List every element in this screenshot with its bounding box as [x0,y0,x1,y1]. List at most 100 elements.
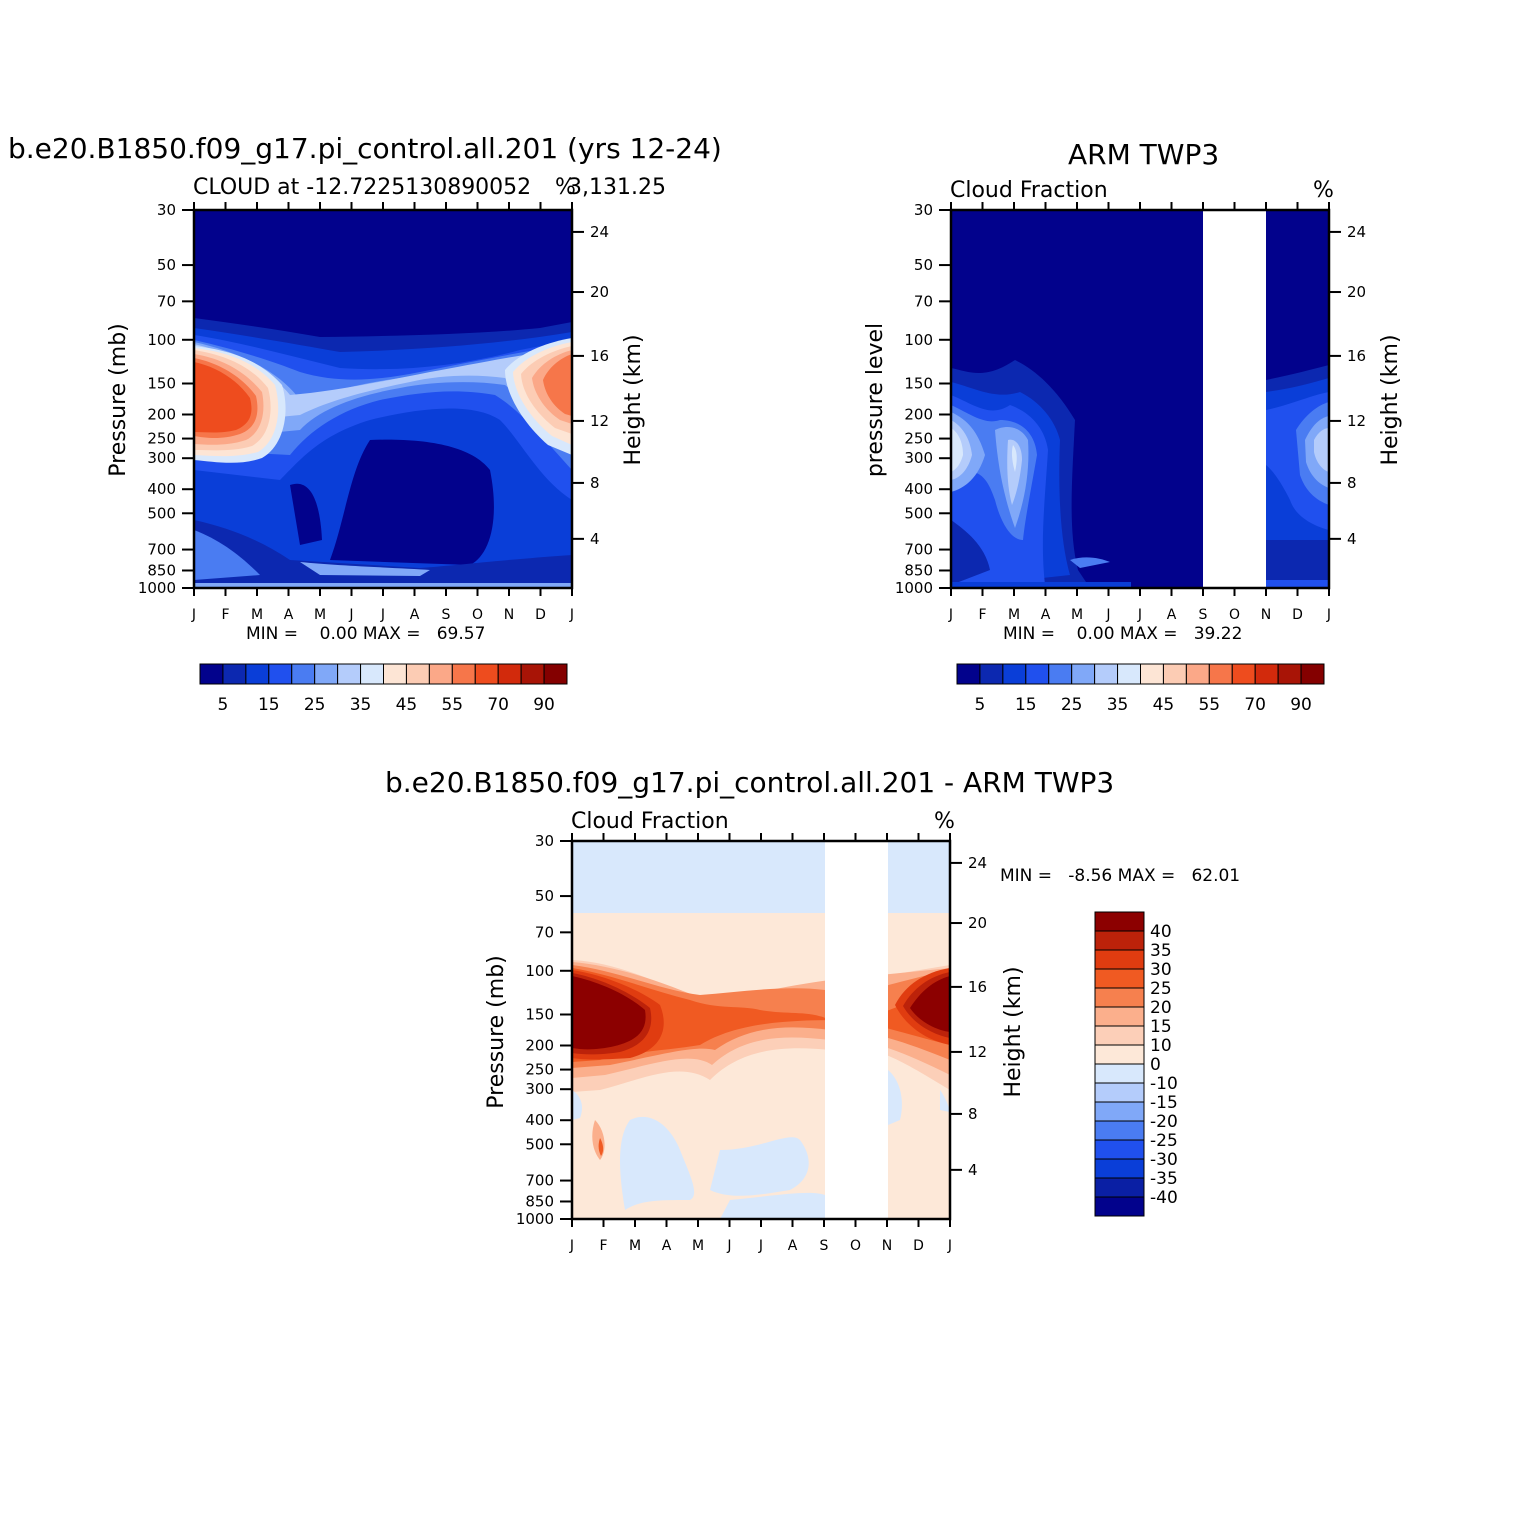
model-colorbar-label: 45 [396,695,418,715]
model-colorbar-swatch [428,663,453,685]
obs-ytick-right-label: 24 [1347,223,1366,241]
diff-colorbar-label: -15 [1150,1093,1178,1113]
obs-colorbar-swatch [1048,663,1073,685]
obs-ytick-right-label: 16 [1347,347,1366,365]
model-ytick-label: 1000 [138,579,176,597]
diff-contour-field [572,841,950,1219]
obs-ytick-label: 100 [904,331,933,349]
model-colorbar-swatch [543,663,568,685]
diff-xtick-label: D [913,1238,924,1254]
diff-colorbar-swatch [1094,1101,1145,1122]
diff-colorbar-swatch [1094,1006,1145,1027]
model-colorbar-label: 25 [304,695,326,715]
diff-ytick-label: 700 [525,1172,554,1190]
diff-ytick-right-label: 12 [968,1043,987,1061]
obs-xtick-label: S [1199,607,1208,623]
diff-ytick-right-label: 4 [968,1161,978,1179]
diff-colorbar-label: 25 [1150,979,1172,999]
obs-colorbar-swatch [1231,663,1256,685]
model-colorbar-swatch [497,663,522,685]
model-contour-field [194,210,572,588]
model-colorbar-swatch [245,663,270,685]
obs-colorbar-swatch [956,663,981,685]
diff-xtick-label: J [726,1238,731,1254]
obs-panel-title: ARM TWP3 [1068,138,1220,171]
model-colorbar-swatch [451,663,476,685]
diff-xtick-label: J [947,1238,952,1254]
obs-colorbar-swatch [1277,663,1302,685]
model-ytick-right-label: 16 [590,347,609,365]
obs-ytick-right-label: 20 [1347,283,1366,301]
diff-ytick-right-label: 8 [968,1105,978,1123]
diff-colorbar-swatch [1094,1025,1145,1046]
model-ytick-label: 70 [157,292,176,310]
model-colorbar-swatch [405,663,430,685]
diff-colorbar-label: 35 [1150,941,1172,961]
diff-colorbar-label: -10 [1150,1074,1178,1094]
obs-panel-units: % [1313,178,1334,203]
diff-ytick-label: 150 [525,1005,554,1023]
model-colorbar-label: 90 [533,695,555,715]
diff-colorbar-label: -40 [1150,1188,1178,1208]
diff-colorbar-swatch [1094,968,1145,989]
obs-stats: MIN = 0.00 MAX = 39.22 [1003,624,1242,644]
model-xtick-label: J [348,607,353,623]
model-xtick-label: S [442,607,451,623]
diff-ytick-label: 500 [525,1135,554,1153]
obs-xtick-label: J [948,607,953,623]
obs-colorbar-swatch [1162,663,1187,685]
obs-colorbar-label: 90 [1290,695,1312,715]
model-colorbar-label: 55 [441,695,463,715]
model-ytick-label: 700 [147,541,176,559]
obs-colorbar-swatch [1140,663,1164,685]
diff-ytick-label: 1000 [516,1210,554,1228]
diff-colorbar-label: 0 [1150,1055,1161,1075]
obs-xtick-label: D [1292,607,1303,623]
model-ylabel-left: Pressure (mb) [106,323,131,477]
obs-xtick-label: M [1071,607,1083,623]
diff-xtick-label: J [758,1238,763,1254]
obs-colorbar-label: 45 [1153,695,1175,715]
model-xtick-label: J [380,607,385,623]
obs-colorbar-swatch [1300,663,1325,685]
obs-ytick-label: 400 [904,480,933,498]
diff-colorbar-swatch [1094,1139,1145,1160]
model-xtick-label: O [472,607,483,623]
obs-xtick-label: M [1008,607,1020,623]
diff-ytick-label: 50 [535,887,554,905]
model-panel-title: b.e20.B1850.f09_g17.pi_control.all.201 (… [8,132,722,165]
diff-xtick-label: A [788,1238,798,1254]
diff-colorbar-label: 40 [1150,922,1172,942]
obs-xtick-label: A [1167,607,1177,623]
model-ytick-label: 300 [147,449,176,467]
model-xtick-label: M [251,607,263,623]
diff-ytick-label: 250 [525,1061,554,1079]
diff-stats: MIN = -8.56 MAX = 62.01 [1000,866,1240,886]
obs-ylabel-left: pressure level [863,323,888,477]
diff-colorbar-swatch [1094,1177,1145,1198]
model-ytick-label: 200 [147,406,176,424]
obs-ytick-right-label: 8 [1347,474,1357,492]
obs-ytick-label: 200 [904,406,933,424]
obs-colorbar-swatch [979,663,1004,685]
obs-ytick-label: 1000 [895,579,933,597]
diff-ytick-right-label: 20 [968,914,987,932]
diff-ytick-right-label: 24 [968,854,987,872]
obs-ytick-right-label: 12 [1347,412,1366,430]
obs-colorbar-label: 35 [1107,695,1129,715]
obs-ytick-label: 50 [914,256,933,274]
model-ytick-right-label: 12 [590,412,609,430]
obs-colorbar-label: 5 [975,695,986,715]
diff-colorbar-label: 20 [1150,998,1172,1018]
obs-xtick-label: O [1229,607,1240,623]
model-ylabel-right: Height (km) [621,334,646,465]
model-colorbar-label: 70 [487,695,509,715]
model-panel-units: % [555,175,576,200]
colorbar-layer: 5 15 25 35 45 55 70 90 5 15 25 35 45 55 70 904035302520… [199,663,1325,1217]
model-xtick-label: F [221,607,229,623]
obs-ylabel-right: Height (km) [1378,334,1403,465]
diff-ytick-label: 850 [525,1192,554,1210]
obs-xtick-label: F [978,607,986,623]
model-colorbar-swatch [222,663,247,685]
